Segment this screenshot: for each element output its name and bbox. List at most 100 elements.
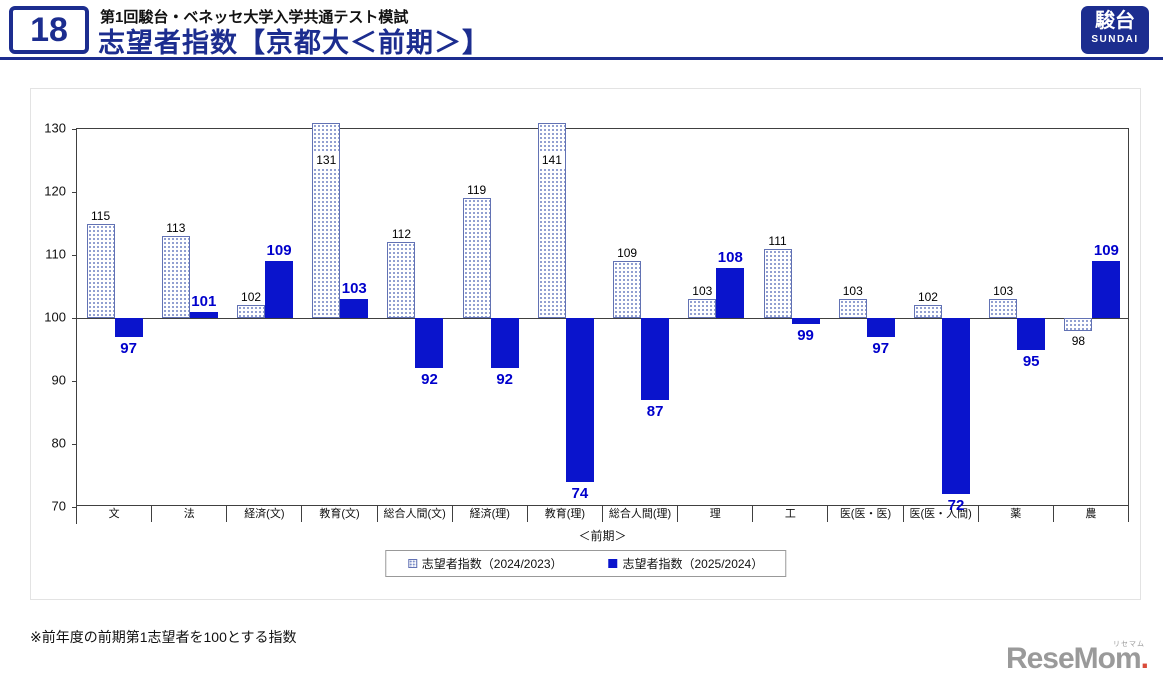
category-label: 経済(理) [453, 506, 528, 522]
bar-value-label: 109 [1093, 242, 1119, 260]
category-label: 医(医・人間) [904, 506, 979, 522]
bar-value-label: 99 [797, 327, 814, 345]
bar-index-2024-2023 [387, 242, 416, 318]
page-title: 志望者指数【京都大＜前期＞】 [98, 28, 490, 58]
sundai-logo-main: 駿台 [1095, 10, 1135, 32]
y-tick-mark [72, 318, 77, 319]
header-rule [0, 57, 1163, 60]
y-tick-mark [72, 381, 77, 382]
bar-index-2024-2023 [1064, 318, 1093, 331]
y-tick-mark [72, 444, 77, 445]
bar-value-label: 92 [496, 371, 514, 389]
bar-index-2024-2023 [237, 305, 266, 318]
bar-index-2025-2024 [641, 318, 670, 400]
footnote: ※前年度の前期第1志望者を100とする指数 [30, 629, 297, 645]
bar-value-label: 109 [617, 246, 638, 261]
page-number-box: 18 [9, 6, 89, 54]
page-number: 18 [30, 10, 68, 49]
bar-index-2025-2024 [189, 311, 218, 318]
bar-index-2025-2024 [716, 267, 745, 318]
y-tick-mark [72, 255, 77, 256]
category-label: 文 [77, 506, 153, 522]
bar-index-2024-2023 [763, 248, 792, 318]
bar-index-2025-2024 [114, 318, 143, 337]
baseline-100 [77, 318, 1128, 319]
category-label: 農 [1054, 506, 1129, 522]
bar-value-label: 113 [166, 221, 186, 236]
sundai-logo-sub: SUNDAI [1091, 34, 1139, 45]
category-label: 総合人間(理) [603, 506, 679, 522]
legend-item-2025-2024: 志望者指数（2025/2024） [608, 555, 764, 572]
bar-value-label: 92 [421, 371, 438, 389]
category-label: 理 [678, 506, 754, 522]
y-tick-label: 110 [45, 246, 66, 262]
resemom-ruby: リセマム [1113, 641, 1145, 648]
y-tick-label: 120 [44, 183, 66, 199]
bar-value-label: 103 [341, 280, 367, 298]
bar-index-2024-2023 [86, 223, 115, 318]
legend-swatch-dotted [407, 559, 417, 568]
legend-swatch-solid [608, 559, 618, 568]
bar-index-2025-2024 [791, 318, 820, 325]
resemom-logo: リセマム ReseMom. [1005, 641, 1149, 676]
bar-value-label: 72 [947, 497, 965, 515]
bar-value-label: 131 [313, 153, 340, 167]
bar-value-label: 109 [266, 242, 292, 260]
bar-index-2025-2024 [340, 299, 369, 318]
bar-index-2025-2024 [1092, 261, 1121, 318]
bar-index-2024-2023 [613, 261, 642, 318]
bar-index-2025-2024 [565, 318, 594, 482]
category-label: 総合人間(文) [378, 506, 453, 522]
y-tick-label: 130 [44, 120, 66, 136]
bar-value-label: 119 [467, 183, 487, 198]
bar-index-2024-2023 [838, 299, 867, 318]
bar-value-label: 103 [692, 284, 713, 299]
bar-index-2025-2024 [490, 318, 519, 369]
bar-index-2025-2024 [941, 318, 970, 495]
x-axis-categories: 文法経済(文) 教育(文) 総合人間(文) 経済(理) 教育(理) 総合人間(理) 理工医(… [76, 506, 1129, 524]
y-tick-mark [72, 129, 77, 130]
bar-value-label: 108 [717, 248, 743, 266]
bar-index-2024-2023 [688, 299, 717, 318]
legend-label-2024-2023: 志望者指数（2024/2023） [421, 557, 563, 571]
bar-value-label: 97 [120, 339, 137, 357]
y-tick-label: 70 [51, 498, 66, 514]
category-label: 薬 [979, 506, 1054, 522]
y-tick-label: 80 [51, 435, 66, 451]
bar-value-label: 101 [191, 292, 217, 310]
plot-area: 115 97 113 101 102 109 131 103 112 92 119 92 141 74 10… [72, 123, 1129, 514]
y-tick-mark [72, 192, 77, 193]
bar-value-label: 103 [993, 284, 1014, 299]
category-label: 工 [753, 506, 829, 522]
x-axis-label: ＜前期＞ [578, 529, 627, 543]
bar-index-2025-2024 [1017, 318, 1046, 350]
bar-value-label: 102 [917, 290, 938, 305]
category-label: 教育(文) [302, 506, 378, 522]
header-subtitle: 第1回駿台・ベネッセ大学入学共通テスト模試 [100, 9, 409, 26]
bar-index-2024-2023 [161, 236, 190, 318]
resemom-dot: . [1140, 642, 1149, 675]
category-label: 法 [152, 506, 228, 522]
bar-value-label: 97 [872, 339, 890, 357]
bar-value-label: 98 [1071, 333, 1086, 348]
legend-label-2025-2024: 志望者指数（2025/2024） [622, 557, 764, 571]
bar-value-label: 95 [1022, 352, 1040, 370]
category-label: 医(医・医) [828, 506, 904, 522]
bar-index-2024-2023 [462, 198, 491, 318]
bar-index-2024-2023 [989, 299, 1018, 318]
sundai-logo: 駿台 SUNDAI [1081, 6, 1149, 54]
category-label: 経済(文) [227, 506, 303, 522]
bar-value-label: 102 [241, 290, 262, 305]
bar-value-label: 112 [391, 227, 412, 242]
bar-index-2024-2023 [913, 305, 942, 318]
bar-index-2025-2024 [415, 318, 444, 369]
bar-index-2025-2024 [866, 318, 895, 337]
y-tick-label: 100 [44, 309, 66, 325]
y-tick-label: 90 [51, 372, 66, 388]
category-label: 教育(理) [528, 506, 603, 522]
bar-value-label: 74 [571, 484, 589, 502]
bar-value-label: 87 [646, 402, 664, 420]
bar-value-label: 141 [538, 153, 565, 167]
resemom-text: ReseMom [1005, 642, 1142, 675]
